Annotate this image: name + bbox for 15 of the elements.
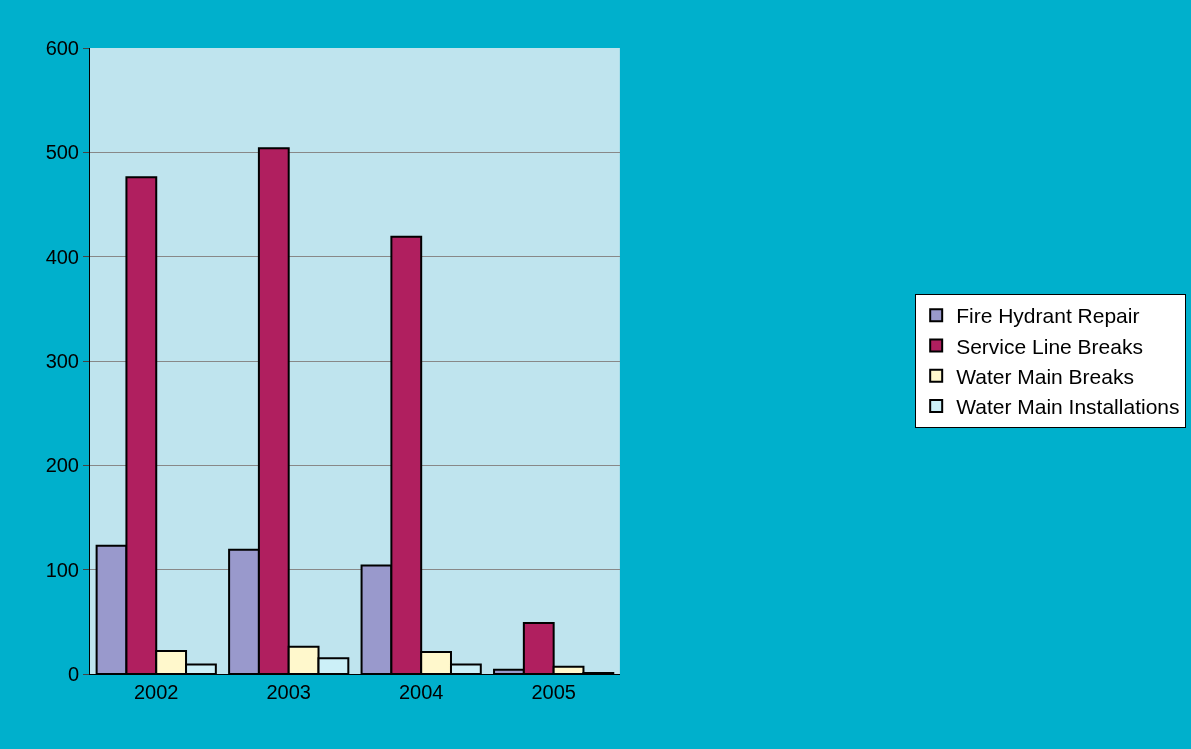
y-tick-label: 300 (45, 350, 79, 372)
x-tick-label: 2005 (531, 681, 576, 703)
x-tick-label: 2003 (266, 681, 311, 703)
legend-label: Water Main Installations (956, 395, 1180, 419)
legend-label: Service Line Breaks (956, 334, 1143, 358)
y-tick-label: 0 (67, 663, 79, 685)
x-tick-label: 2004 (398, 681, 444, 703)
y-tick-label: 600 (45, 37, 79, 59)
y-tick-label: 100 (45, 558, 79, 581)
y-tick-label: 500 (45, 141, 79, 164)
y-tick-label: 400 (45, 245, 79, 268)
legend-label: Fire Hydrant Repair (956, 304, 1140, 328)
y-tick-label: 200 (45, 454, 79, 477)
x-tick-label: 2002 (133, 681, 179, 703)
legend-label: Water Main Breaks (956, 364, 1134, 388)
